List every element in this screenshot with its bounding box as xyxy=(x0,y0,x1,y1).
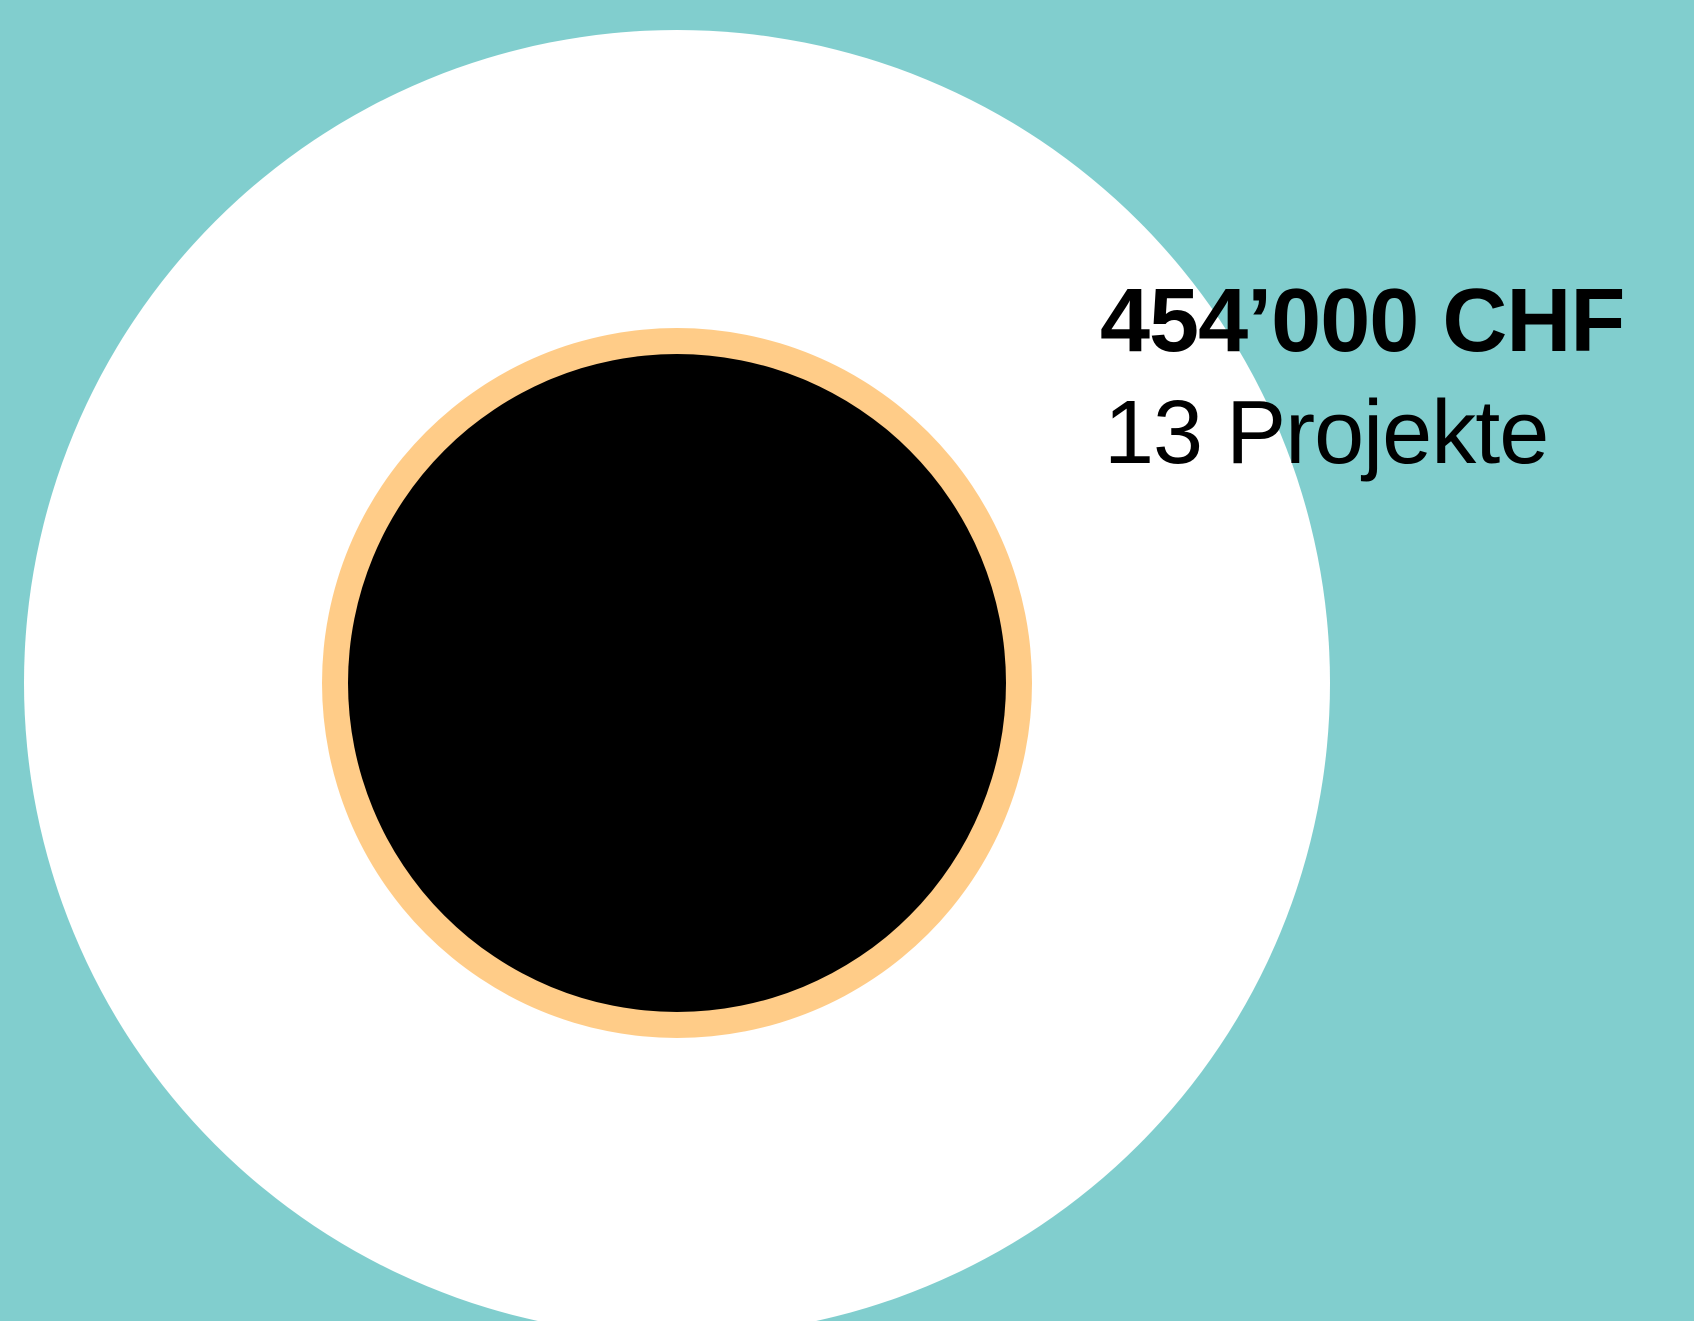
project-count-label: 13 Projekte xyxy=(1104,383,1549,483)
inner-circle xyxy=(348,354,1006,1012)
amount-label: 454’000 CHF xyxy=(1100,271,1625,371)
